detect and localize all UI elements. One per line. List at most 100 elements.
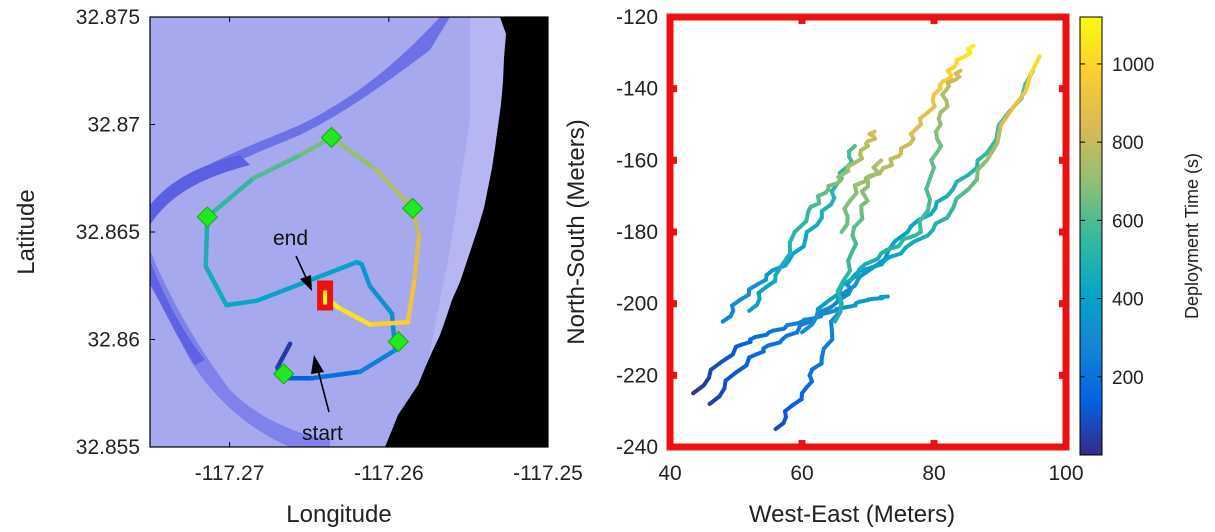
trajectory-segment bbox=[733, 363, 749, 375]
plot-y-tick-label: -240 bbox=[616, 436, 658, 459]
trajectory-segment bbox=[359, 262, 372, 288]
trajectory-segment bbox=[934, 194, 950, 205]
plot-y-tick bbox=[670, 371, 677, 379]
plot-ticks bbox=[666, 13, 1070, 451]
end-marker bbox=[317, 280, 334, 311]
plot-y-tick-label: -200 bbox=[616, 293, 658, 316]
plot-y-tick-label: -120 bbox=[616, 6, 658, 29]
trajectory-segment bbox=[878, 294, 890, 300]
plot-y-tick bbox=[1059, 85, 1066, 93]
trajectory-segment bbox=[251, 152, 304, 181]
colorbar-label: Deployment Time (s) bbox=[1182, 153, 1202, 319]
plot-y-tick bbox=[670, 228, 677, 236]
map-y-tick-label: 32.855 bbox=[76, 436, 140, 459]
trajectory-series bbox=[747, 129, 877, 313]
trajectory-segment bbox=[367, 320, 411, 327]
coastline-land bbox=[385, 17, 548, 447]
plot-y-tick bbox=[670, 156, 677, 164]
trajectory-segment bbox=[867, 129, 877, 137]
trajectory-segment bbox=[723, 370, 738, 383]
trajectory-segment bbox=[847, 144, 857, 154]
trajectory-segment bbox=[975, 158, 989, 172]
end-marker-inner bbox=[323, 290, 328, 305]
trajectory-segment bbox=[998, 106, 1015, 128]
trajectory-segment bbox=[984, 141, 1000, 163]
plot-y-tick-label: -140 bbox=[616, 78, 658, 101]
map-panel: end start -117.27 -117.26 -117.25 32.855 32… bbox=[13, 6, 583, 528]
trajectory-segment bbox=[917, 208, 930, 224]
trajectory-segment bbox=[792, 219, 809, 234]
waypoint-markers bbox=[196, 126, 424, 385]
end-label: end bbox=[273, 227, 308, 250]
plot-y-tick bbox=[1059, 371, 1066, 379]
map-y-tick-labels: 32.855 32.86 32.865 32.87 32.875 bbox=[76, 6, 140, 459]
trajectory-segment bbox=[719, 352, 735, 365]
waypoint-diamond bbox=[401, 197, 424, 220]
colorbar-gradient bbox=[1079, 16, 1103, 456]
plot-x-tick bbox=[930, 17, 938, 24]
plot-x-tick-labels: 40 60 80 100 bbox=[658, 462, 1083, 485]
plot-y-tick-label: -220 bbox=[616, 364, 658, 387]
trajectory-segment bbox=[412, 234, 422, 284]
trajectory-segment bbox=[816, 305, 834, 315]
plot-x-axis-label: West-East (Meters) bbox=[749, 501, 955, 528]
map-x-tick-label: -117.25 bbox=[513, 462, 583, 485]
trajectory-segment bbox=[875, 158, 884, 166]
map-y-tick-label: 32.865 bbox=[76, 221, 140, 244]
trajectory-segment bbox=[275, 341, 293, 370]
trajectory-segment bbox=[405, 279, 417, 325]
colorbar-tick-label: 600 bbox=[1112, 211, 1144, 232]
trajectory-segment bbox=[780, 251, 793, 267]
colorbar-ticks: 200 400 600 800 1000 bbox=[1080, 55, 1154, 389]
map-x-tick-labels: -117.27 -117.26 -117.25 bbox=[195, 462, 583, 485]
plot-y-tick bbox=[670, 443, 677, 451]
colorbar-tick-label: 800 bbox=[1112, 133, 1144, 154]
trajectory-plot-panel: 40 60 80 100 -240 -220 -200 -180 -160 -140 -120 W… bbox=[563, 6, 1084, 528]
colorbar-tick-label: 400 bbox=[1112, 290, 1144, 311]
trajectory-segment bbox=[815, 299, 830, 312]
map-background bbox=[150, 17, 548, 447]
end-annotation: end bbox=[273, 227, 312, 291]
plot-y-tick-label: -160 bbox=[616, 149, 658, 172]
trajectory-segment bbox=[800, 322, 815, 335]
trajectory-segment bbox=[884, 244, 901, 252]
colorbar-tick-label: 200 bbox=[1112, 368, 1144, 389]
map-y-tick-label: 32.86 bbox=[87, 329, 140, 352]
plot-y-tick bbox=[1059, 300, 1066, 308]
plot-x-tick bbox=[798, 440, 806, 447]
trajectory-segment bbox=[965, 43, 976, 52]
trajectory-segment bbox=[367, 283, 395, 316]
plot-y-tick-labels: -240 -220 -200 -180 -160 -140 -120 bbox=[616, 6, 658, 459]
waypoint-diamond bbox=[320, 126, 343, 149]
trajectory-segment bbox=[773, 262, 785, 277]
start-annotation: start bbox=[302, 355, 343, 445]
plot-y-tick bbox=[670, 85, 677, 93]
map-y-axis-label: Latitude bbox=[13, 189, 40, 274]
trajectory-segment bbox=[357, 348, 398, 374]
map-y-tick-label: 32.875 bbox=[76, 6, 140, 29]
trajectory-segment bbox=[708, 360, 724, 372]
plot-x-tick-label: 40 bbox=[658, 462, 681, 485]
trajectory-series bbox=[691, 294, 890, 396]
trajectory-segment bbox=[954, 187, 971, 201]
map-x-tick-label: -117.26 bbox=[354, 462, 424, 485]
trajectory-segment bbox=[821, 337, 835, 351]
start-label: start bbox=[302, 422, 343, 445]
trajectory-segment bbox=[912, 233, 930, 244]
map-x-tick-label: -117.27 bbox=[195, 462, 265, 485]
trajectory-segment bbox=[1010, 89, 1028, 111]
trajectory-segment bbox=[1028, 54, 1042, 76]
waypoint-diamond bbox=[196, 206, 219, 228]
colorbar-tick-label: 1000 bbox=[1112, 55, 1154, 76]
trajectory-series bbox=[833, 158, 884, 324]
plot-y-tick bbox=[670, 300, 677, 308]
waypoint-diamond bbox=[273, 363, 295, 385]
trajectory-segment bbox=[373, 167, 415, 211]
plot-y-tick bbox=[1059, 13, 1066, 21]
map-x-axis-label: Longitude bbox=[286, 501, 391, 528]
trajectory-segment bbox=[841, 268, 852, 283]
trajectory-lines bbox=[691, 43, 1042, 432]
trajectory-segment bbox=[707, 394, 722, 406]
plot-y-tick bbox=[1059, 443, 1066, 451]
